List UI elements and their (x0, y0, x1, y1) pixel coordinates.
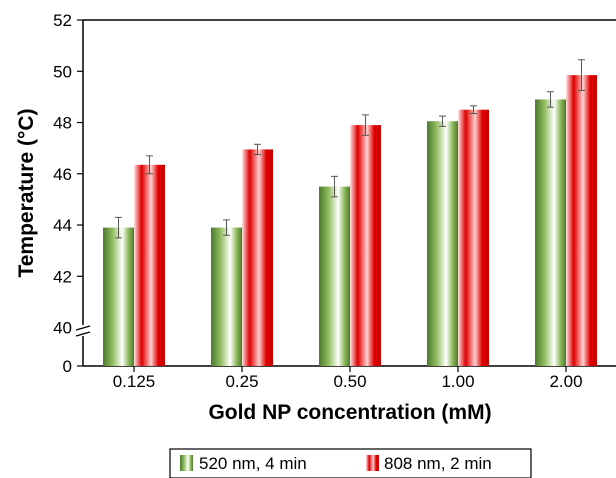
bar-520nm-0.125 (103, 227, 134, 366)
y-tick-label: 0 (63, 357, 72, 376)
legend: 520 nm, 4 min 808 nm, 2 min (169, 448, 532, 478)
error-bar (578, 59, 585, 91)
legend-label-520nm: 520 nm, 4 min (199, 454, 307, 473)
error-bar (547, 91, 554, 108)
bar-520nm-2.00 (535, 99, 566, 367)
bar-808nm-2.00 (566, 75, 597, 367)
y-tick-label: 40 (53, 319, 72, 338)
bar-520nm-0.25 (211, 227, 242, 366)
error-bar (331, 175, 338, 198)
x-tick-label: 0.25 (225, 372, 258, 391)
x-tick-label: 2.00 (549, 372, 582, 391)
y-tick-label: 48 (53, 114, 72, 133)
y-tick-label: 50 (53, 62, 72, 81)
y-tick-label: 42 (53, 267, 72, 286)
x-axis-title: Gold NP concentration (mM) (208, 401, 491, 424)
y-axis-title: Temperature (°C) (15, 108, 38, 277)
error-bar (439, 115, 446, 127)
y-axis-break-marker (75, 325, 91, 337)
y-tick-label: 46 (53, 165, 72, 184)
bars (103, 75, 597, 367)
error-bar (223, 219, 230, 236)
error-bar (115, 216, 122, 239)
bar-520nm-1.00 (427, 121, 458, 367)
bar-520nm-0.50 (319, 186, 350, 366)
error-bar (470, 105, 477, 115)
bar-808nm-0.125 (134, 164, 165, 366)
bar-808nm-0.50 (350, 125, 381, 366)
error-bars (115, 59, 585, 239)
legend-label-808nm: 808 nm, 2 min (384, 454, 492, 473)
error-bar (362, 114, 369, 136)
legend-swatch-520nm (180, 455, 193, 471)
bar-808nm-1.00 (458, 109, 489, 366)
bar-808nm-0.25 (242, 149, 273, 366)
y-axis-ticks: 0 40 42 44 46 48 50 52 (53, 11, 83, 376)
error-bar (254, 143, 261, 156)
x-tick-label: 0.125 (113, 372, 156, 391)
x-axis-ticks: 0.125 0.25 0.50 1.00 2.00 (113, 366, 583, 391)
x-tick-label: 1.00 (441, 372, 474, 391)
y-tick-label: 44 (53, 216, 72, 235)
y-tick-label: 52 (53, 11, 72, 30)
error-bar (146, 155, 153, 175)
x-tick-label: 0.50 (333, 372, 366, 391)
legend-swatch-808nm (366, 455, 379, 471)
